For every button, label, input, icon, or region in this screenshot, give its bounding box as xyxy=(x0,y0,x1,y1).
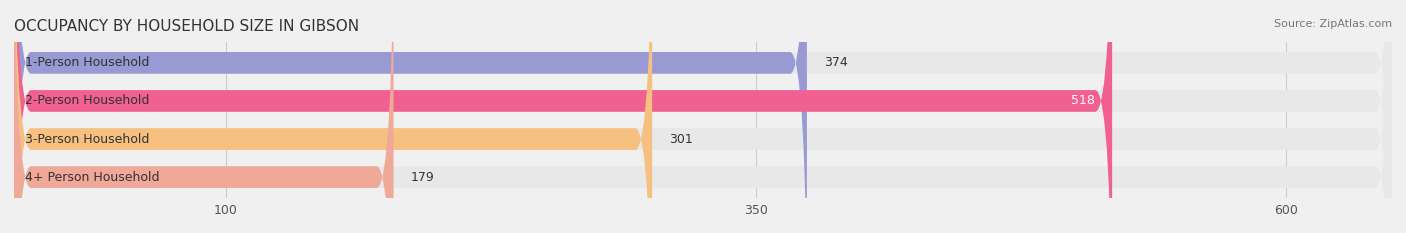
FancyBboxPatch shape xyxy=(14,0,1392,233)
Text: 179: 179 xyxy=(411,171,434,184)
FancyBboxPatch shape xyxy=(14,0,652,233)
Text: 374: 374 xyxy=(824,56,848,69)
Text: 2-Person Household: 2-Person Household xyxy=(25,94,149,107)
Text: 3-Person Household: 3-Person Household xyxy=(25,133,149,146)
Text: OCCUPANCY BY HOUSEHOLD SIZE IN GIBSON: OCCUPANCY BY HOUSEHOLD SIZE IN GIBSON xyxy=(14,19,359,34)
FancyBboxPatch shape xyxy=(14,0,807,233)
Text: 518: 518 xyxy=(1071,94,1095,107)
Text: 4+ Person Household: 4+ Person Household xyxy=(25,171,159,184)
FancyBboxPatch shape xyxy=(14,0,1392,233)
FancyBboxPatch shape xyxy=(14,0,1112,233)
FancyBboxPatch shape xyxy=(14,0,1392,233)
Text: 301: 301 xyxy=(669,133,693,146)
Text: Source: ZipAtlas.com: Source: ZipAtlas.com xyxy=(1274,19,1392,29)
FancyBboxPatch shape xyxy=(14,0,1392,233)
Text: 1-Person Household: 1-Person Household xyxy=(25,56,149,69)
FancyBboxPatch shape xyxy=(14,0,394,233)
